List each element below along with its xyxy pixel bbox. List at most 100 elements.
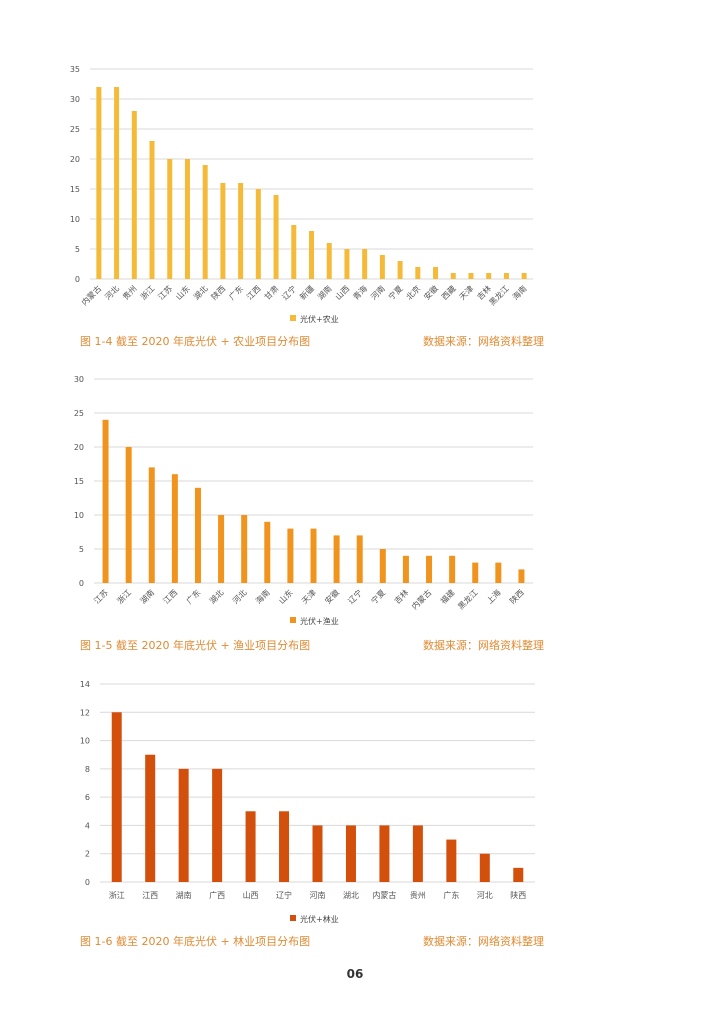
y-tick-label: 20: [70, 155, 80, 164]
x-tick-label: 江苏: [156, 283, 174, 301]
y-tick-label: 10: [80, 737, 90, 746]
bar: [218, 515, 225, 583]
bar: [149, 141, 155, 279]
x-tick-label: 山西: [333, 283, 351, 301]
x-tick-label: 黑龙江: [456, 587, 480, 611]
bar: [503, 273, 509, 279]
bar: [145, 754, 156, 882]
y-tick-label: 30: [74, 375, 84, 384]
bar: [450, 273, 456, 279]
bar: [238, 183, 244, 279]
y-tick-label: 0: [85, 878, 90, 887]
legend-label: 光伏+渔业: [300, 616, 339, 626]
x-tick-label: 海南: [510, 283, 528, 301]
x-tick-label: 吉林: [392, 587, 410, 605]
caption-forestry: 图 1-6 截至 2020 年底光伏 + 林业项目分布图: [80, 935, 311, 948]
bar: [279, 811, 290, 882]
x-tick-label: 浙江: [138, 283, 156, 301]
x-tick-label: 山东: [276, 587, 294, 605]
y-tick-label: 25: [70, 125, 80, 134]
x-tick-label: 河北: [103, 283, 121, 301]
x-tick-label: 内蒙古: [372, 890, 396, 900]
x-tick-label: 山西: [243, 890, 259, 900]
x-tick-label: 江西: [142, 891, 158, 900]
x-tick-label: 湖南: [315, 283, 333, 301]
y-tick-label: 15: [70, 185, 80, 194]
x-tick-label: 江西: [162, 588, 180, 606]
page-number: 06: [346, 967, 364, 981]
legend-label: 光伏+林业: [300, 914, 339, 924]
y-tick-label: 14: [80, 680, 90, 689]
bar: [486, 273, 492, 279]
x-tick-label: 上海: [484, 587, 502, 605]
bar: [397, 261, 403, 279]
bar: [114, 87, 120, 279]
x-tick-label: 内蒙古: [409, 587, 433, 611]
x-tick-label: 浙江: [115, 587, 133, 605]
y-tick-label: 25: [74, 409, 84, 418]
x-tick-label: 青海: [351, 283, 369, 301]
caption-fishery: 图 1-5 截至 2020 年底光伏 + 渔业项目分布图: [80, 639, 311, 652]
x-tick-label: 河南: [368, 283, 386, 301]
bar: [449, 555, 456, 583]
legend-swatch: [290, 915, 296, 921]
x-tick-label: 湖北: [343, 891, 359, 900]
bar: [148, 467, 155, 583]
y-tick-label: 8: [85, 765, 90, 774]
x-tick-label: 安徽: [323, 587, 341, 605]
bar: [273, 195, 279, 279]
x-tick-label: 海南: [253, 587, 271, 605]
x-tick-label: 陕西: [510, 890, 526, 900]
chart-fishery: 0 5 10 15 20 25 30 江苏 浙江 湖南 江西 广东 湖北 河北 海南 山东 天津 安徽 辽宁 宁夏 吉林…: [0, 365, 710, 630]
bar: [287, 528, 294, 583]
x-tick-label: 湖北: [208, 588, 226, 606]
chart-forestry-svg: 0 2 4 6 8 10 12 14 浙江 江西 湖南 广西 山西 辽宁 河南 湖北 内蒙古 贵州 广东 河北 陕西光伏…: [80, 680, 535, 924]
x-tick-label: 辽宁: [276, 890, 292, 900]
x-tick-label: 黑龙江: [487, 283, 511, 307]
bar: [495, 562, 502, 583]
x-tick-label: 辽宁: [346, 587, 364, 605]
y-tick-label: 4: [85, 821, 90, 830]
y-tick-label: 15: [74, 477, 84, 486]
x-tick-label: 福建: [438, 587, 456, 605]
bar: [518, 569, 525, 583]
chart-agriculture-svg: 0 5 10 15 20 25 30 35 内蒙古 河北 贵州 浙江 江苏 山东 湖北 陕西 广东 江西 甘肃 辽宁新…: [70, 65, 533, 324]
y-tick-label: 10: [74, 511, 84, 520]
bar: [194, 487, 201, 583]
legend-swatch: [290, 315, 296, 321]
source-fishery: 数据来源：网络资料整理: [423, 639, 544, 652]
bar: [426, 555, 433, 583]
x-tick-label: 贵州: [410, 890, 426, 900]
bar: [202, 165, 208, 279]
bar: [178, 768, 189, 882]
bar: [412, 825, 423, 882]
y-tick-label: 35: [70, 65, 80, 74]
bar: [255, 189, 261, 279]
bar: [472, 562, 479, 583]
bar: [402, 555, 409, 583]
bar: [184, 159, 190, 279]
source-forestry: 数据来源：网络资料整理: [423, 935, 544, 948]
x-tick-label: 河南: [310, 890, 326, 900]
bar: [521, 273, 527, 279]
bar: [326, 243, 332, 279]
bar: [167, 159, 173, 279]
bar: [446, 839, 457, 882]
x-tick-label: 广东: [184, 587, 202, 605]
x-tick-label: 陕西: [507, 587, 525, 605]
x-tick-label: 河北: [477, 890, 493, 900]
y-tick-label: 2: [85, 850, 90, 859]
x-tick-label: 湖北: [192, 284, 210, 302]
x-tick-label: 广东: [227, 283, 245, 301]
bar: [241, 515, 248, 583]
x-tick-label: 辽宁: [280, 283, 298, 301]
legend-label: 光伏+农业: [300, 314, 339, 324]
x-tick-label: 广西: [209, 890, 225, 900]
bar: [479, 853, 490, 882]
x-tick-label: 西藏: [439, 283, 457, 301]
bar: [96, 87, 102, 279]
x-tick-label: 内蒙古: [79, 283, 103, 307]
bar: [379, 825, 390, 882]
y-tick-label: 20: [74, 443, 84, 452]
bar: [220, 183, 226, 279]
